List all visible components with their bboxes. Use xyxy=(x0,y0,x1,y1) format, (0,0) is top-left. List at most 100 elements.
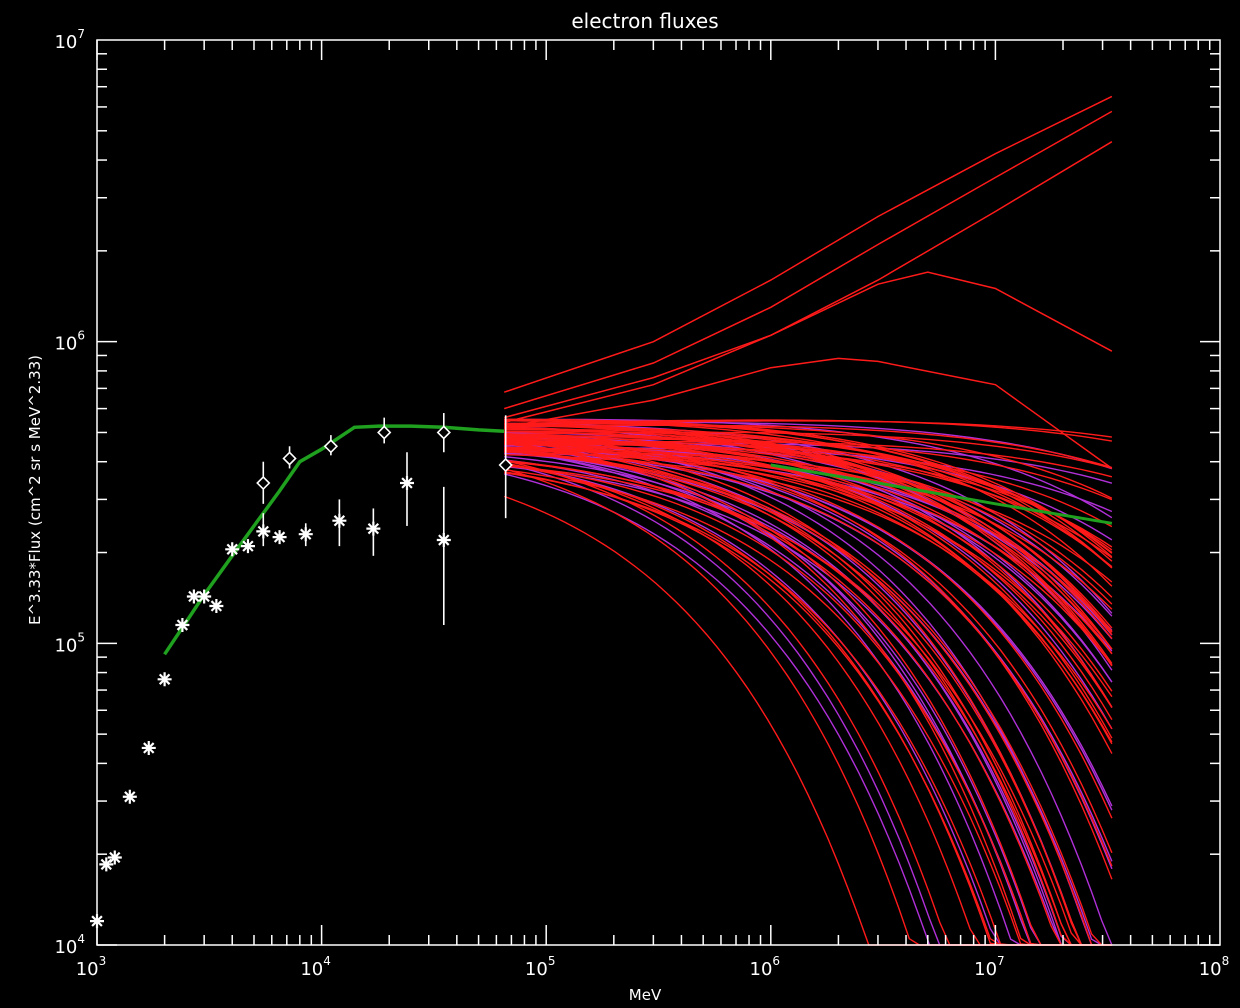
model-curve-100 xyxy=(504,442,1112,946)
asterisk-point xyxy=(122,789,137,804)
x-tick-exponent: 7 xyxy=(997,954,1005,968)
asterisk-point xyxy=(197,589,212,604)
asterisk-marker xyxy=(256,524,271,539)
asterisk-marker xyxy=(186,589,201,604)
axes-frame xyxy=(96,39,1221,946)
upper-red-curve-2 xyxy=(504,141,1113,419)
x-axis-label: MeV xyxy=(629,986,662,1004)
asterisk-marker xyxy=(157,672,172,687)
model-curve-88 xyxy=(504,447,1113,867)
model-curve-70 xyxy=(504,454,1113,730)
chart-title: electron fluxes xyxy=(571,9,718,33)
model-curve-bundle xyxy=(503,95,1113,946)
model-curve-62 xyxy=(504,442,1112,946)
asterisk-marker xyxy=(272,530,287,545)
model-curve-20 xyxy=(504,446,1113,807)
model-curve-95 xyxy=(504,425,1113,569)
diamond-marker xyxy=(323,439,339,454)
asterisk-point xyxy=(99,857,114,872)
plot-frame xyxy=(96,39,1221,946)
asterisk-marker xyxy=(209,598,224,613)
asterisk-point xyxy=(240,539,255,554)
model-fit-tail-line xyxy=(770,463,1113,525)
model-fit-layer xyxy=(163,424,1113,656)
asterisk-point xyxy=(272,530,287,545)
model-curve-101 xyxy=(504,437,1113,650)
asterisk-marker xyxy=(240,539,255,554)
asterisk-point xyxy=(186,589,201,604)
x-tick-exponent: 3 xyxy=(99,954,107,968)
model-curve-26 xyxy=(504,456,1112,946)
asterisk-marker xyxy=(436,533,451,548)
x-tick-exponent: 6 xyxy=(772,954,780,968)
model-curve-81 xyxy=(504,432,1113,708)
y-tick-label: 105 xyxy=(54,630,85,656)
diamond-point xyxy=(323,435,339,456)
asterisk-marker xyxy=(366,521,381,536)
x-tick-exponent: 5 xyxy=(548,954,556,968)
asterisk-point xyxy=(157,672,172,687)
data-points-layer xyxy=(90,413,513,929)
model-fit-line xyxy=(163,424,505,656)
asterisk-point xyxy=(366,508,381,556)
asterisk-marker xyxy=(298,527,313,542)
diamond-marker xyxy=(256,475,271,491)
asterisk-marker xyxy=(175,618,190,633)
model-curve-18 xyxy=(504,450,1112,946)
model-curve-99 xyxy=(504,434,1113,568)
diamond-marker xyxy=(498,457,513,473)
y-axis-label: E^3.33*Flux (cm^2 sr s MeV^2.33) xyxy=(26,355,44,625)
model-curve-30 xyxy=(504,450,1112,946)
asterisk-marker xyxy=(141,740,156,755)
asterisk-marker xyxy=(99,857,114,872)
model-curve-98 xyxy=(504,430,1113,629)
asterisk-marker xyxy=(107,850,122,865)
model-curve-83 xyxy=(504,443,1113,692)
model-curve-38 xyxy=(504,431,1113,469)
asterisk-point xyxy=(175,618,190,633)
diamond-point xyxy=(436,413,451,453)
model-curve-92 xyxy=(504,450,1112,946)
diamond-marker xyxy=(282,451,297,466)
asterisk-marker xyxy=(332,513,347,528)
model-curve-89 xyxy=(504,441,1113,819)
model-curve-43 xyxy=(504,464,1112,946)
asterisk-point xyxy=(298,523,313,547)
asterisk-marker xyxy=(399,476,414,491)
asterisk-point xyxy=(399,452,414,526)
asterisk-point xyxy=(436,486,451,626)
y-tick-exponent: 4 xyxy=(77,932,85,946)
asterisk-point xyxy=(332,499,347,547)
upper-red-curve-0 xyxy=(503,95,1113,393)
y-tick-exponent: 6 xyxy=(77,329,85,343)
model-curve-51 xyxy=(504,450,1112,946)
model-curve-14 xyxy=(504,465,1112,946)
asterisk-marker xyxy=(197,589,212,604)
diamond-marker xyxy=(377,425,392,440)
upper-red-curve-4 xyxy=(504,357,1113,470)
model-curve-72 xyxy=(504,424,1113,469)
x-tick-exponent: 8 xyxy=(1222,954,1230,968)
model-curve-103 xyxy=(504,440,1112,946)
diamond-point xyxy=(282,446,297,469)
asterisk-point xyxy=(141,740,156,755)
model-curve-97 xyxy=(504,447,1113,610)
model-curve-90 xyxy=(504,433,1113,754)
model-curve-93 xyxy=(504,418,1113,569)
y-tick-exponent: 5 xyxy=(77,630,85,644)
asterisk-point xyxy=(225,542,240,557)
upper-red-curve-3 xyxy=(504,271,1113,424)
diamond-point xyxy=(377,417,392,444)
model-curve-33 xyxy=(504,418,1113,519)
x-tick-exponent: 4 xyxy=(323,954,331,968)
asterisk-marker xyxy=(122,789,137,804)
y-tick-exponent: 7 xyxy=(77,27,85,41)
asterisk-point xyxy=(209,598,224,613)
upper-red-curve-1 xyxy=(503,110,1113,410)
asterisk-marker xyxy=(225,542,240,557)
model-curve-104 xyxy=(504,437,1112,946)
diamond-point xyxy=(498,415,513,519)
asterisk-point xyxy=(256,513,271,547)
